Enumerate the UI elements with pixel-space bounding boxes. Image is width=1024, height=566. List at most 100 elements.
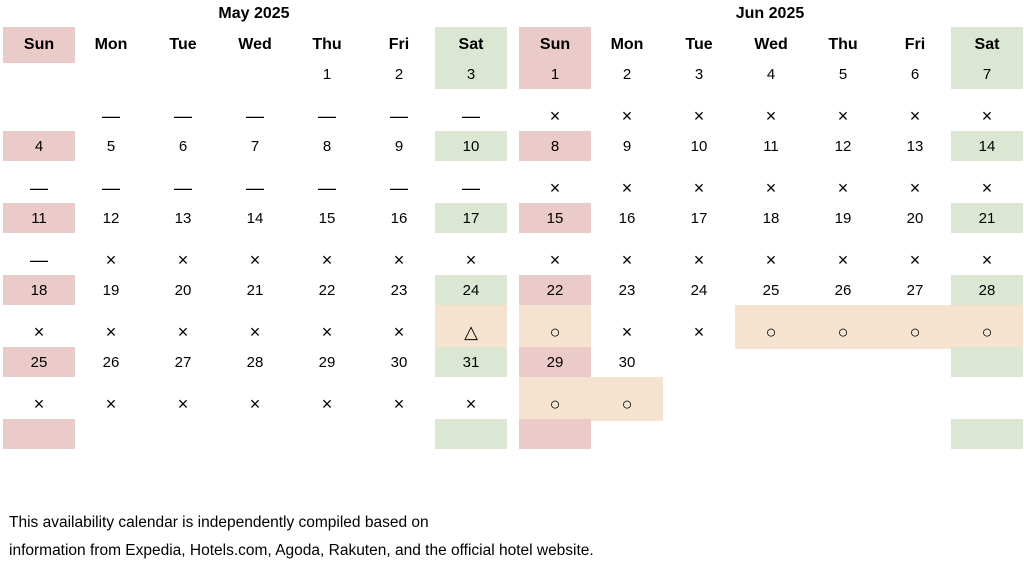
day-number[interactable]: 29 bbox=[291, 347, 363, 377]
availability-mark bbox=[807, 461, 879, 491]
day-number[interactable]: 3 bbox=[663, 59, 735, 89]
day-number[interactable]: 5 bbox=[75, 131, 147, 161]
availability-mark: × bbox=[663, 317, 735, 347]
day-number[interactable]: 14 bbox=[219, 203, 291, 233]
day-number[interactable]: 25 bbox=[3, 347, 75, 377]
day-number[interactable]: 29 bbox=[519, 347, 591, 377]
day-number[interactable]: 24 bbox=[435, 275, 507, 305]
day-number-text: 26 bbox=[834, 281, 852, 299]
day-number[interactable]: 27 bbox=[147, 347, 219, 377]
day-number[interactable]: 11 bbox=[3, 203, 75, 233]
day-number[interactable]: 7 bbox=[219, 131, 291, 161]
day-number[interactable]: 3 bbox=[435, 59, 507, 89]
day-number[interactable]: 5 bbox=[807, 59, 879, 89]
availability-mark-text: ○ bbox=[981, 321, 993, 342]
day-number bbox=[3, 419, 75, 449]
availability-mark-text: × bbox=[981, 105, 993, 126]
day-number[interactable]: 19 bbox=[75, 275, 147, 305]
availability-mark-text: — bbox=[174, 177, 192, 198]
day-number[interactable]: 21 bbox=[219, 275, 291, 305]
day-number[interactable]: 2 bbox=[363, 59, 435, 89]
day-number[interactable]: 16 bbox=[591, 203, 663, 233]
availability-mark bbox=[951, 389, 1023, 419]
day-number[interactable]: 8 bbox=[519, 131, 591, 161]
availability-mark: × bbox=[951, 245, 1023, 275]
day-number[interactable]: 30 bbox=[363, 347, 435, 377]
day-number[interactable]: 9 bbox=[591, 131, 663, 161]
availability-mark: × bbox=[879, 173, 951, 203]
day-number[interactable]: 13 bbox=[147, 203, 219, 233]
day-number[interactable]: 19 bbox=[807, 203, 879, 233]
day-number[interactable]: 6 bbox=[147, 131, 219, 161]
footer-line-1: This availability calendar is independen… bbox=[9, 514, 429, 531]
availability-mark-text: × bbox=[765, 249, 777, 270]
availability-mark-text: ○ bbox=[621, 393, 633, 414]
day-number[interactable]: 17 bbox=[435, 203, 507, 233]
weekday-header-fri: Fri bbox=[388, 36, 410, 53]
day-number-text: 4 bbox=[34, 137, 44, 155]
day-number[interactable]: 23 bbox=[591, 275, 663, 305]
day-number[interactable]: 10 bbox=[435, 131, 507, 161]
availability-mark-text: × bbox=[549, 249, 561, 270]
day-number-text: 12 bbox=[834, 137, 852, 155]
availability-mark-text: × bbox=[621, 321, 633, 342]
day-number[interactable]: 26 bbox=[75, 347, 147, 377]
day-number bbox=[75, 419, 147, 449]
day-number[interactable]: 1 bbox=[291, 59, 363, 89]
day-number[interactable]: 7 bbox=[951, 59, 1023, 89]
day-number[interactable]: 28 bbox=[951, 275, 1023, 305]
day-number[interactable]: 30 bbox=[591, 347, 663, 377]
day-number[interactable]: 13 bbox=[879, 131, 951, 161]
day-number[interactable]: 18 bbox=[735, 203, 807, 233]
day-number[interactable]: 31 bbox=[435, 347, 507, 377]
availability-mark: — bbox=[219, 173, 291, 203]
day-number[interactable]: 6 bbox=[879, 59, 951, 89]
day-number[interactable]: 24 bbox=[663, 275, 735, 305]
availability-mark: × bbox=[219, 317, 291, 347]
day-number bbox=[663, 419, 735, 449]
day-number-text: 8 bbox=[550, 137, 560, 155]
availability-mark-text: × bbox=[321, 393, 333, 414]
day-number[interactable]: 22 bbox=[291, 275, 363, 305]
day-number[interactable]: 4 bbox=[735, 59, 807, 89]
day-number[interactable]: 17 bbox=[663, 203, 735, 233]
day-number[interactable]: 14 bbox=[951, 131, 1023, 161]
day-number[interactable]: 16 bbox=[363, 203, 435, 233]
availability-mark: × bbox=[807, 245, 879, 275]
day-number[interactable]: 20 bbox=[147, 275, 219, 305]
availability-mark-text: × bbox=[321, 321, 333, 342]
availability-mark-text: × bbox=[33, 393, 45, 414]
day-number[interactable]: 11 bbox=[735, 131, 807, 161]
availability-mark: × bbox=[663, 245, 735, 275]
day-number[interactable]: 12 bbox=[75, 203, 147, 233]
day-number[interactable]: 28 bbox=[219, 347, 291, 377]
day-number[interactable]: 27 bbox=[879, 275, 951, 305]
availability-mark-text: × bbox=[321, 249, 333, 270]
day-number[interactable]: 23 bbox=[363, 275, 435, 305]
availability-mark bbox=[519, 461, 591, 491]
availability-mark-text: △ bbox=[464, 321, 478, 342]
day-number[interactable]: 9 bbox=[363, 131, 435, 161]
day-number[interactable]: 15 bbox=[291, 203, 363, 233]
day-number-text: 15 bbox=[318, 209, 336, 227]
day-number[interactable]: 22 bbox=[519, 275, 591, 305]
availability-mark-text: — bbox=[30, 249, 48, 270]
day-number[interactable]: 21 bbox=[951, 203, 1023, 233]
day-number[interactable]: 12 bbox=[807, 131, 879, 161]
day-number[interactable]: 25 bbox=[735, 275, 807, 305]
weekday-header-mon: Mon bbox=[610, 36, 644, 53]
availability-mark: × bbox=[219, 389, 291, 419]
day-number[interactable]: 10 bbox=[663, 131, 735, 161]
day-number[interactable]: 15 bbox=[519, 203, 591, 233]
day-number[interactable]: 18 bbox=[3, 275, 75, 305]
day-number[interactable]: 26 bbox=[807, 275, 879, 305]
day-number[interactable]: 20 bbox=[879, 203, 951, 233]
day-number bbox=[519, 419, 591, 449]
day-number-text: 3 bbox=[694, 65, 704, 83]
day-number[interactable]: 4 bbox=[3, 131, 75, 161]
availability-mark-text: × bbox=[249, 393, 261, 414]
day-number[interactable]: 8 bbox=[291, 131, 363, 161]
day-number[interactable]: 1 bbox=[519, 59, 591, 89]
availability-mark: ○ bbox=[879, 317, 951, 347]
day-number[interactable]: 2 bbox=[591, 59, 663, 89]
